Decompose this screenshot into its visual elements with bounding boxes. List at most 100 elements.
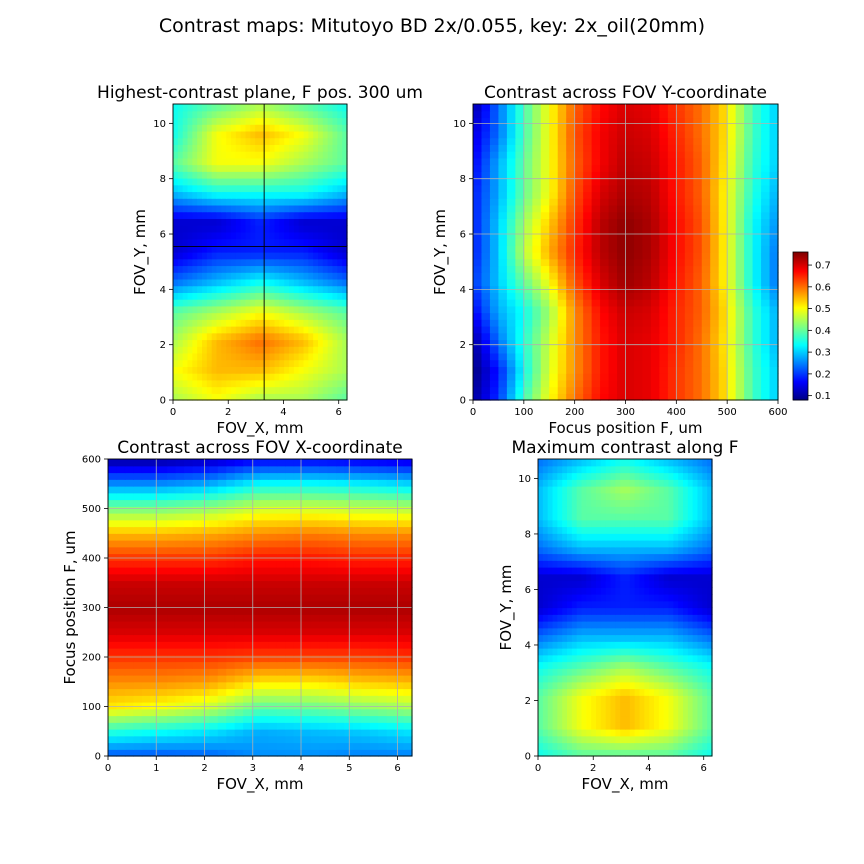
heatmap-cell xyxy=(279,184,285,193)
heatmap-cell xyxy=(608,265,618,273)
heatmap-cell xyxy=(642,137,652,145)
heatmap-cell xyxy=(245,332,251,341)
heatmap-cell xyxy=(625,178,635,186)
heatmap-cell xyxy=(378,560,388,568)
heatmap-cell xyxy=(574,191,584,199)
heatmap-cell xyxy=(473,386,483,394)
heatmap-cell xyxy=(523,151,533,159)
heatmap-cell xyxy=(255,312,261,320)
heatmap-cell xyxy=(506,171,516,179)
heatmap-cell xyxy=(234,654,244,663)
heatmap-cell xyxy=(566,305,576,314)
heatmap-cell xyxy=(240,171,247,179)
heatmap-cell xyxy=(498,204,508,213)
heatmap-cell xyxy=(264,124,271,132)
heatmap-cell xyxy=(197,285,203,293)
heatmap-cell xyxy=(184,553,194,561)
heatmap-cell xyxy=(184,681,194,690)
heatmap-cell xyxy=(489,393,500,401)
heatmap-cell xyxy=(319,607,329,615)
heatmap-cell xyxy=(108,459,118,467)
heatmap-cell xyxy=(200,648,210,656)
heatmap-cell xyxy=(557,373,567,381)
heatmap-cell xyxy=(319,688,329,696)
heatmap-cell xyxy=(251,749,261,757)
heatmap-cell xyxy=(319,634,329,642)
heatmap-cell xyxy=(108,648,118,656)
heatmap-cell xyxy=(108,668,118,676)
heatmap-cell xyxy=(175,627,185,636)
heatmap-cell xyxy=(693,272,703,280)
heatmap-cell xyxy=(395,486,405,494)
heatmap-cell xyxy=(235,319,242,327)
heatmap-cell xyxy=(310,506,320,514)
heatmap-cell xyxy=(676,305,686,314)
heatmap-cell xyxy=(197,373,203,381)
heatmap-cell xyxy=(617,319,627,327)
heatmap-cell xyxy=(322,157,329,166)
heatmap-cell xyxy=(566,265,576,273)
heatmap-cell xyxy=(192,157,198,166)
heatmap-cell xyxy=(216,292,222,300)
heatmap-cell xyxy=(352,580,362,588)
heatmap-cell xyxy=(264,164,271,172)
heatmap-cell xyxy=(769,326,779,334)
heatmap-cell xyxy=(591,198,601,206)
heatmap-cell xyxy=(116,735,126,744)
heatmap-cell xyxy=(260,486,270,494)
heatmap-cell xyxy=(710,278,720,287)
heatmap-cell xyxy=(308,204,314,213)
heatmap-cell xyxy=(192,519,202,528)
heatmap-cell xyxy=(342,393,348,401)
heatmap-cell xyxy=(240,238,247,246)
heatmap-cell xyxy=(209,634,219,642)
heatmap-cell xyxy=(240,124,247,132)
heatmap-cell xyxy=(710,238,720,246)
heatmap-cell xyxy=(617,144,627,152)
heatmap-cell xyxy=(574,144,584,152)
heatmap-cell xyxy=(752,204,762,213)
heatmap-cell xyxy=(659,258,669,267)
heatmap-cell xyxy=(515,171,525,179)
heatmap-cell xyxy=(158,715,168,723)
heatmap-cell xyxy=(523,265,533,273)
heatmap-cell xyxy=(293,332,300,341)
heatmap-cell xyxy=(217,465,227,474)
heatmap-cell xyxy=(693,312,703,320)
heatmap-cell xyxy=(684,312,694,320)
heatmap-cell xyxy=(184,695,194,703)
heatmap-cell xyxy=(192,164,198,172)
heatmap-cell xyxy=(319,553,329,561)
heatmap-cell xyxy=(395,459,405,467)
heatmap-cell xyxy=(150,688,160,696)
heatmap-cell xyxy=(566,130,576,139)
heatmap-cell xyxy=(187,373,193,381)
heatmap-cell xyxy=(769,319,779,327)
heatmap-cell xyxy=(678,742,684,750)
heatmap-cell xyxy=(327,104,334,112)
heatmap-cell xyxy=(231,366,237,374)
heatmap-cell xyxy=(313,151,319,159)
heatmap-cell xyxy=(298,130,305,139)
heatmap-cell xyxy=(566,319,576,327)
heatmap-cell xyxy=(327,648,337,656)
heatmap-cell xyxy=(395,675,405,683)
heatmap-cell xyxy=(310,681,320,690)
heatmap-cell xyxy=(591,218,601,226)
heatmap-cell xyxy=(744,386,754,394)
heatmap-cell xyxy=(192,225,198,233)
heatmap-cell xyxy=(403,735,413,744)
heatmap-cell xyxy=(175,634,185,642)
heatmap-cell xyxy=(268,708,278,717)
heatmap-cell xyxy=(302,715,312,723)
heatmap-cell xyxy=(226,191,232,199)
heatmap-cell xyxy=(211,346,218,354)
heatmap-cell xyxy=(279,373,285,381)
heatmap-cell xyxy=(313,379,319,388)
heatmap-cell xyxy=(540,352,550,361)
heatmap-cell xyxy=(260,238,266,246)
heatmap-cell xyxy=(250,305,256,314)
heatmap-cell xyxy=(549,130,559,139)
heatmap-cell xyxy=(251,654,261,663)
heatmap-cell xyxy=(216,359,222,367)
